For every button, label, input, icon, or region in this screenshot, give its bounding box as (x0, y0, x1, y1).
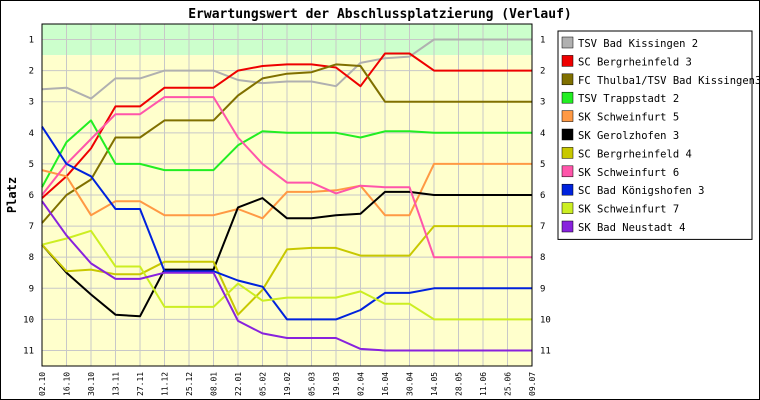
x-tick-label: 16.10 (63, 372, 72, 396)
x-tick-label: 25.06 (504, 372, 513, 396)
y-tick-label: 11 (23, 346, 34, 356)
legend-swatch (561, 55, 574, 67)
y-tick-label: 3 (29, 98, 34, 108)
y-tick-label: 8 (540, 253, 545, 263)
y-tick-label: 9 (540, 284, 545, 294)
series-line-2 (41, 52, 532, 199)
legend-box (557, 30, 753, 240)
y-tick-label: 4 (540, 129, 545, 139)
legend-entry: SK Schweinfurt 5 (578, 112, 679, 124)
x-tick-label: 08.01 (210, 372, 219, 396)
y-tick-label: 7 (29, 222, 34, 232)
legend-swatch (561, 165, 574, 178)
legend-swatch (561, 128, 574, 141)
x-tick-label: 25.12 (185, 372, 194, 396)
y-tick-label: 5 (29, 160, 34, 170)
x-tick-label: 13.11 (112, 372, 121, 396)
x-tick-label: 05.02 (259, 372, 268, 396)
x-tick-label: 11.06 (479, 372, 488, 396)
legend-swatch (561, 183, 574, 196)
legend-entry: SK Schweinfurt 6 (578, 167, 679, 179)
y-tick-label: 1 (540, 36, 545, 46)
x-tick-label: 28.05 (455, 372, 464, 396)
x-tick-label: 19.03 (332, 372, 341, 396)
y-axis-label: Platz (5, 177, 19, 213)
series-line-10 (41, 229, 532, 321)
series-line-9 (41, 126, 532, 321)
y-tick-labels-right: 1 2 3 4 5 6 7 8 9 10 11 (540, 36, 551, 357)
legend-entry: FC Thulba1/TSV Bad Kissingen3 (578, 75, 760, 87)
x-tick-label: 30.10 (87, 372, 96, 396)
x-tick-label: 16.04 (381, 372, 390, 396)
series-line-7 (41, 225, 532, 316)
y-tick-label: 11 (540, 346, 551, 356)
legend-entry: SC Bergrheinfeld 3 (578, 56, 692, 68)
series-lines (41, 38, 532, 352)
y-tick-label: 2 (29, 67, 34, 77)
legend-swatch (561, 202, 574, 214)
series-line-3 (41, 63, 532, 224)
series-line-5 (41, 162, 532, 220)
series-line-8 (41, 96, 532, 259)
series-line-11 (41, 200, 532, 352)
legend-entry: SC Bergrheinfeld 4 (578, 148, 692, 160)
legend-entry: SC Bad Königshofen 3 (578, 185, 704, 197)
y-tick-label: 9 (29, 284, 34, 294)
legend-swatch (561, 220, 574, 233)
legend-entry: SK Bad Neustadt 4 (578, 222, 685, 234)
x-tick-label: 11.12 (161, 372, 170, 396)
series-line-4 (41, 119, 532, 188)
legend-swatch (561, 91, 574, 104)
legend-entry: SK Gerolzhofen 3 (578, 130, 679, 142)
y-tick-label: 2 (540, 67, 545, 77)
x-tick-label: 19.02 (283, 372, 292, 396)
x-tick-label: 09.07 (528, 372, 537, 396)
y-tick-labels-left: 1 2 3 4 5 6 7 8 9 10 11 (23, 36, 34, 357)
y-tick-label: 1 (29, 36, 34, 46)
y-tick-label: 6 (540, 191, 545, 201)
y-tick-label: 4 (29, 129, 34, 139)
y-tick-label: 8 (29, 253, 34, 263)
y-tick-label: 5 (540, 160, 545, 170)
x-tick-label: 30.04 (406, 372, 415, 396)
legend-swatch (561, 147, 574, 159)
legend-entry: TSV Bad Kissingen 2 (578, 38, 698, 50)
x-tick-label: 22.01 (234, 372, 243, 396)
y-tick-label: 6 (29, 191, 34, 201)
y-tick-label: 10 (540, 315, 551, 325)
y-tick-label: 3 (540, 98, 545, 108)
series-line-1 (41, 38, 532, 100)
x-tick-label: 02.10 (38, 372, 47, 396)
x-tick-label: 27.11 (136, 372, 145, 396)
legend-swatch (561, 110, 574, 122)
legend-entry: SK Schweinfurt 7 (578, 204, 679, 216)
plot-border (41, 23, 533, 367)
x-tick-label: 05.03 (308, 372, 317, 396)
x-tick-label: 02.04 (357, 372, 366, 396)
legend: TSV Bad Kissingen 2 SC Bergrheinfeld 3 FC … (557, 30, 760, 240)
chart-title: Erwartungswert der Abschlussplatzierung … (188, 7, 572, 22)
legend-swatch (561, 36, 574, 49)
series-line-6 (41, 190, 532, 318)
x-tick-label: 14.05 (430, 372, 439, 396)
legend-swatch (561, 73, 574, 86)
x-tick-labels: 02.10 16.10 30.10 13.11 27.11 11.12 25.12 08.01… (38, 372, 537, 396)
legend-entry: TSV Trappstadt 2 (578, 93, 679, 105)
y-tick-label: 7 (540, 222, 545, 232)
y-tick-label: 10 (23, 315, 34, 325)
